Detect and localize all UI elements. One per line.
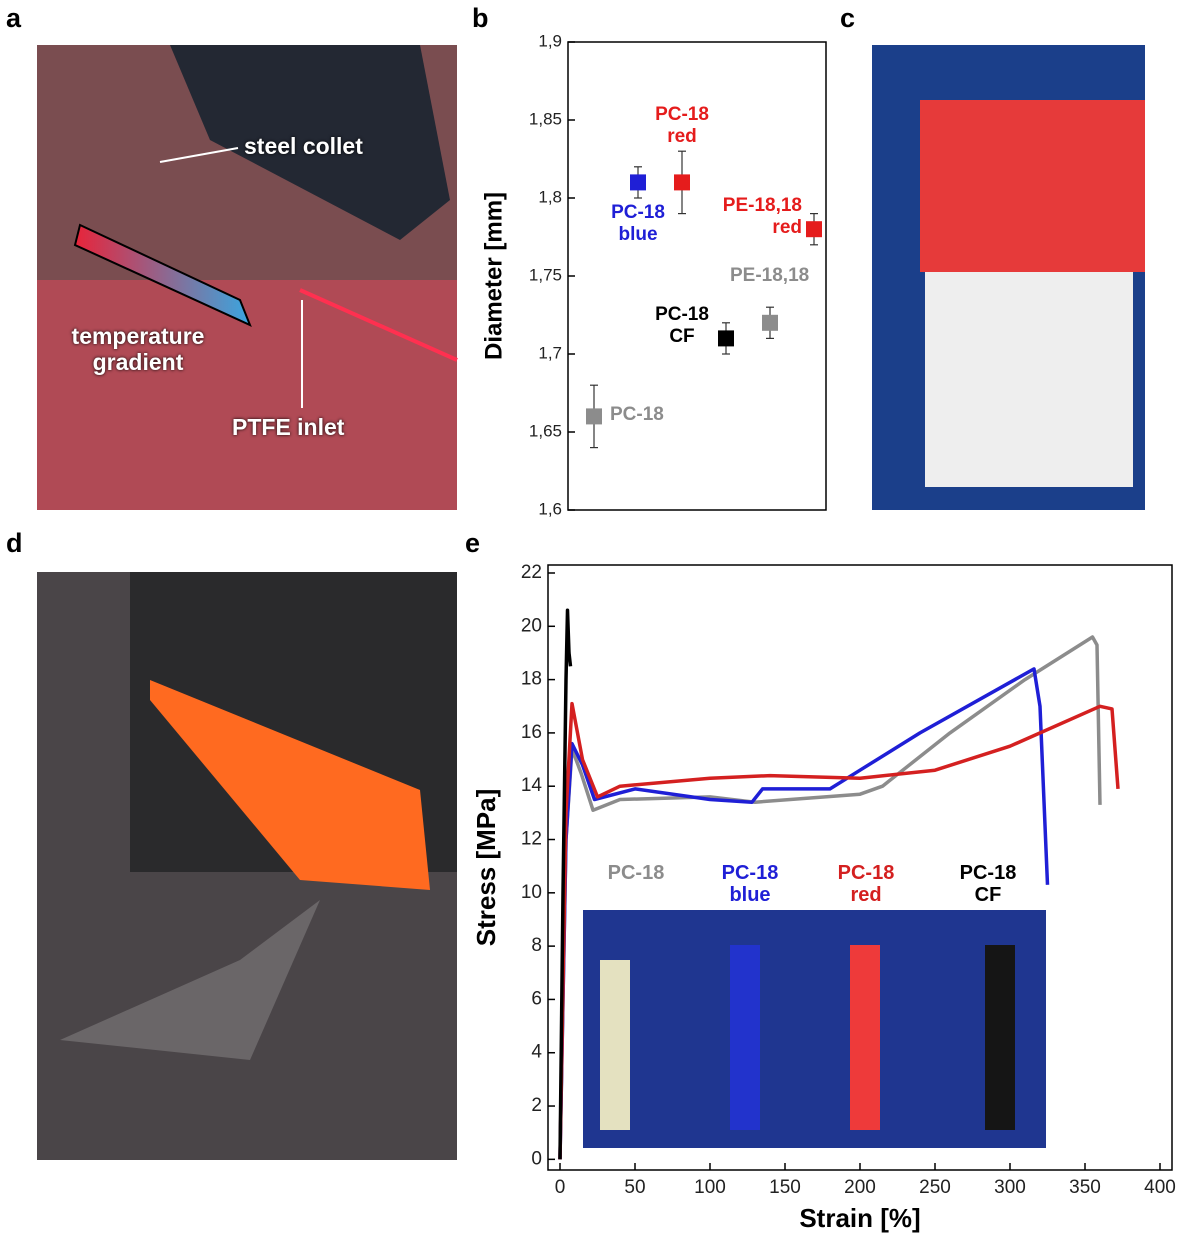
point (630, 174, 646, 190)
y-tick-label: 8 (531, 935, 542, 956)
x-tick-label: 250 (919, 1177, 951, 1198)
y-tick-label: 1,9 (538, 31, 562, 50)
series-label: PE-18,18 red (722, 195, 802, 239)
legend-label: PC-18 (596, 862, 676, 884)
panel-letter: a (6, 3, 22, 33)
inset-specimen (850, 945, 880, 1130)
series-label: PC-18 red (642, 104, 722, 148)
panel-letter: e (465, 528, 480, 558)
x-tick-label: 150 (769, 1177, 801, 1198)
legend-label: PC-18 red (826, 862, 906, 906)
y-tick-label: 0 (531, 1148, 542, 1169)
point (762, 315, 778, 331)
x-tick-label: 400 (1144, 1177, 1176, 1198)
panel-letter: c (840, 3, 855, 33)
panel-letter: b (472, 3, 489, 33)
x-axis-label: Strain [%] (799, 1203, 920, 1233)
y-axis-label: Stress [MPa] (471, 789, 501, 947)
x-tick-label: 300 (994, 1177, 1026, 1198)
photo-label: PTFE inlet (232, 414, 344, 440)
panel-letter: d (6, 528, 23, 558)
y-tick-label: 4 (531, 1042, 542, 1063)
point (674, 174, 690, 190)
y-tick-label: 12 (521, 829, 542, 850)
y-tick-label: 20 (521, 615, 542, 636)
y-tick-label: 1,6 (538, 499, 562, 518)
y-tick-label: 14 (521, 775, 543, 796)
point (586, 408, 602, 424)
y-tick-label: 1,85 (529, 109, 562, 128)
y-tick-label: 2 (531, 1095, 542, 1116)
series-label: PC-18 CF (642, 304, 722, 348)
figure: 1,6 1,65 1,7 1,75 1,8 1,85 1,9 Diameter [mm] 0 2 4… (0, 0, 1185, 1239)
x-tick-label: 50 (624, 1177, 645, 1198)
inset-specimen (600, 960, 630, 1130)
photo-c-white-spool (925, 272, 1133, 487)
page: 1,6 1,65 1,7 1,75 1,8 1,85 1,9 Diameter [mm] 0 2 4… (0, 0, 1185, 1239)
legend-label: PC-18 CF (948, 862, 1028, 906)
series-label: PC-18 blue (598, 202, 678, 246)
x-tick-label: 350 (1069, 1177, 1101, 1198)
y-tick-label: 1,7 (538, 343, 562, 362)
y-tick-label: 1,8 (538, 187, 562, 206)
y-tick-label: 1,65 (529, 421, 562, 440)
photo-c-red-spool (920, 100, 1145, 272)
legend-label: PC-18 blue (710, 862, 790, 906)
photo-a-table (37, 280, 457, 510)
inset-photo (583, 910, 1046, 1148)
y-tick-label: 1,75 (529, 265, 562, 284)
photo-label: temperature gradient (48, 323, 228, 375)
y-axis-label: Diameter [mm] (480, 192, 507, 360)
y-tick-label: 10 (521, 882, 542, 903)
y-tick-label: 18 (521, 669, 542, 690)
x-tick-label: 0 (555, 1177, 566, 1198)
y-tick-label: 22 (521, 562, 542, 583)
y-tick-label: 16 (521, 722, 542, 743)
y-tick-label: 6 (531, 988, 542, 1009)
series-label: PC-18 (610, 404, 690, 426)
inset-specimen (985, 945, 1015, 1130)
inset-specimen (730, 945, 760, 1130)
photo-label: steel collet (244, 133, 363, 159)
point (806, 221, 822, 237)
series-label: PE-18,18 (730, 265, 810, 287)
x-tick-label: 200 (844, 1177, 876, 1198)
x-tick-label: 100 (694, 1177, 726, 1198)
